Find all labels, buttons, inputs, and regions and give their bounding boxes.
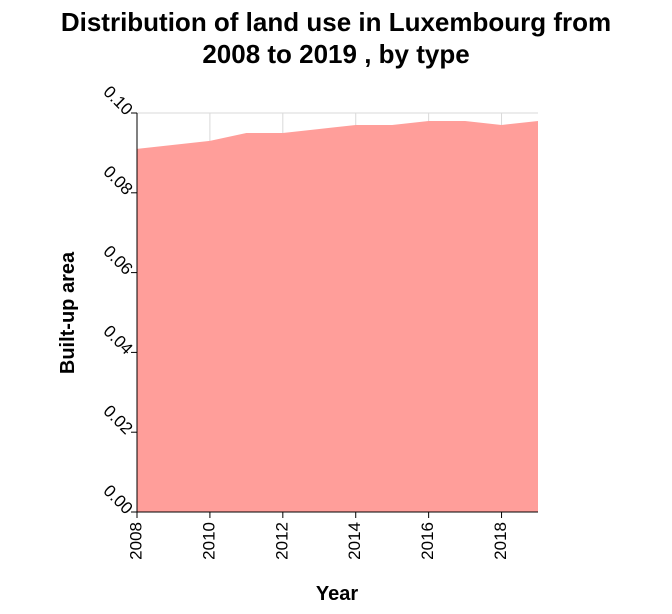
y-tick-label-0.04: 0.04	[100, 322, 137, 359]
y-tick-label-0.06: 0.06	[100, 242, 137, 279]
x-tick-label-2016: 2016	[418, 522, 437, 560]
y-tick-label-0.08: 0.08	[100, 162, 137, 199]
x-tick-label-2008: 2008	[126, 522, 145, 560]
y-tick-label-0.10: 0.10	[100, 82, 137, 119]
x-tick-label-2018: 2018	[491, 522, 510, 560]
chart-title: Distribution of land use in Luxembourg f…	[61, 7, 611, 69]
x-tick-label-2010: 2010	[199, 522, 218, 560]
x-axis-label: Year	[316, 583, 358, 605]
y-tick-label-0.02: 0.02	[100, 401, 137, 438]
x-tick-label-2014: 2014	[345, 522, 364, 560]
x-tick-label-2012: 2012	[272, 522, 291, 560]
area-fill	[137, 120, 538, 512]
y-axis-label: Built-up area	[57, 251, 79, 374]
area-series	[136, 120, 539, 512]
y-tick-label-0.00: 0.00	[100, 481, 137, 518]
chart-title-line-1: Distribution of land use in Luxembourg f…	[61, 7, 611, 37]
axes	[131, 112, 538, 518]
chart-title-line-2: 2008 to 2019 , by type	[202, 39, 469, 69]
